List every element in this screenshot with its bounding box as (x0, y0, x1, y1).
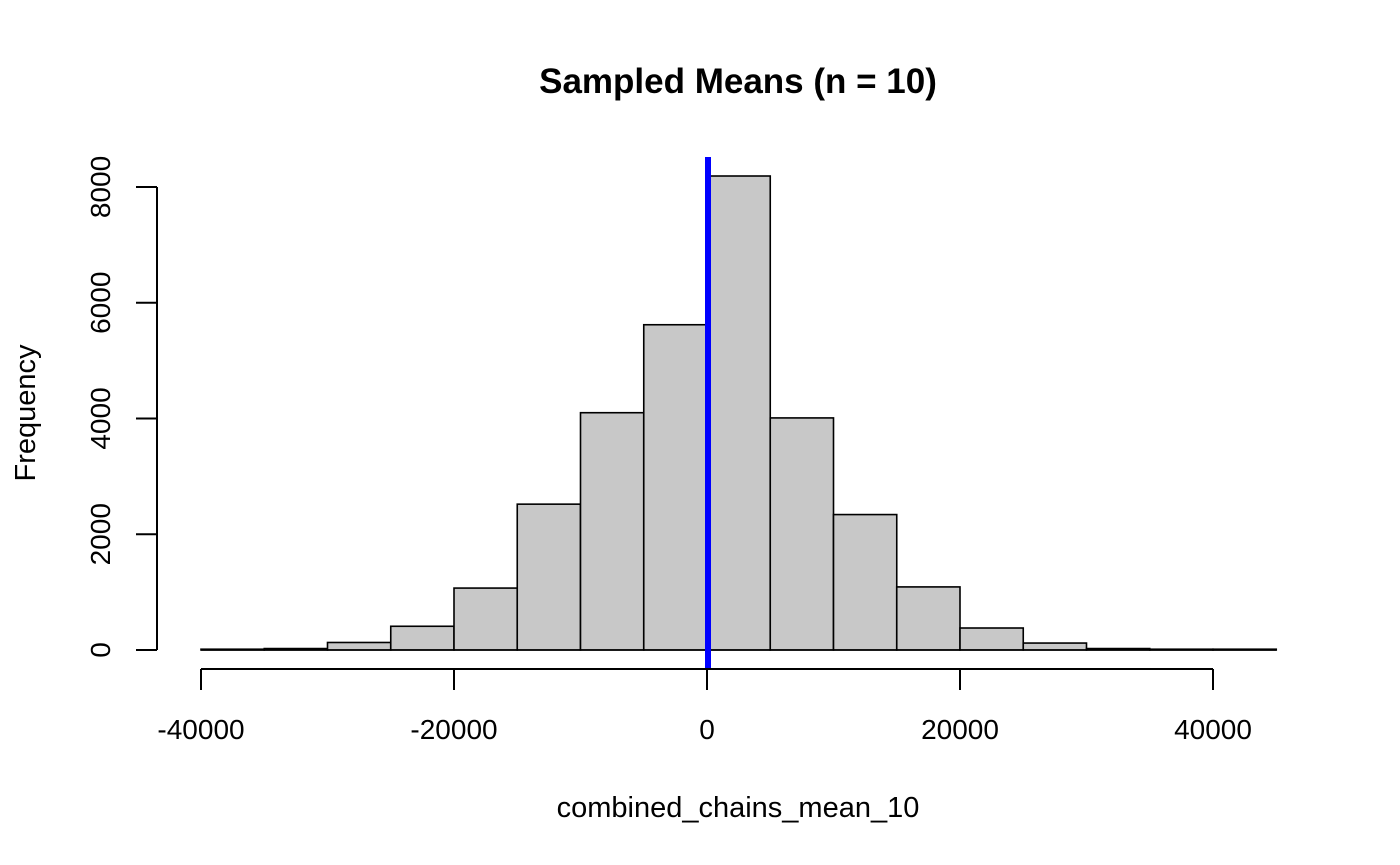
x-axis: -40000 -20000 0 20000 40000 (157, 669, 1252, 745)
x-tick-label: 0 (699, 714, 715, 745)
y-tick-label: 8000 (85, 156, 116, 218)
y-tick-label: 4000 (85, 387, 116, 449)
x-tick-label: 20000 (921, 714, 999, 745)
histogram-bar-11 (897, 587, 960, 650)
histogram-bar-5 (517, 504, 580, 650)
histogram-bars (201, 176, 1276, 650)
y-tick-label: 6000 (85, 272, 116, 334)
y-axis: 0 2000 4000 6000 8000 (85, 156, 157, 658)
histogram-bar-6 (581, 413, 644, 650)
x-tick-label: 40000 (1174, 714, 1252, 745)
histogram-bar-2 (328, 642, 391, 650)
histogram-bar-7 (644, 325, 707, 650)
y-tick-label: 2000 (85, 503, 116, 565)
histogram-bar-12 (960, 628, 1023, 650)
y-tick-label: 0 (85, 642, 116, 658)
x-tick-label: -40000 (157, 714, 244, 745)
chart-title: Sampled Means (n = 10) (539, 62, 937, 101)
histogram-bar-10 (834, 515, 897, 650)
histogram-bar-13 (1023, 643, 1086, 650)
histogram-bar-4 (454, 588, 517, 650)
histogram-bar-8 (707, 176, 770, 650)
histogram-bar-3 (391, 626, 454, 650)
histogram-bar-9 (770, 418, 833, 650)
x-tick-label: -20000 (410, 714, 497, 745)
y-axis-title: Frequency (10, 344, 42, 482)
x-axis-title: combined_chains_mean_10 (557, 792, 920, 824)
